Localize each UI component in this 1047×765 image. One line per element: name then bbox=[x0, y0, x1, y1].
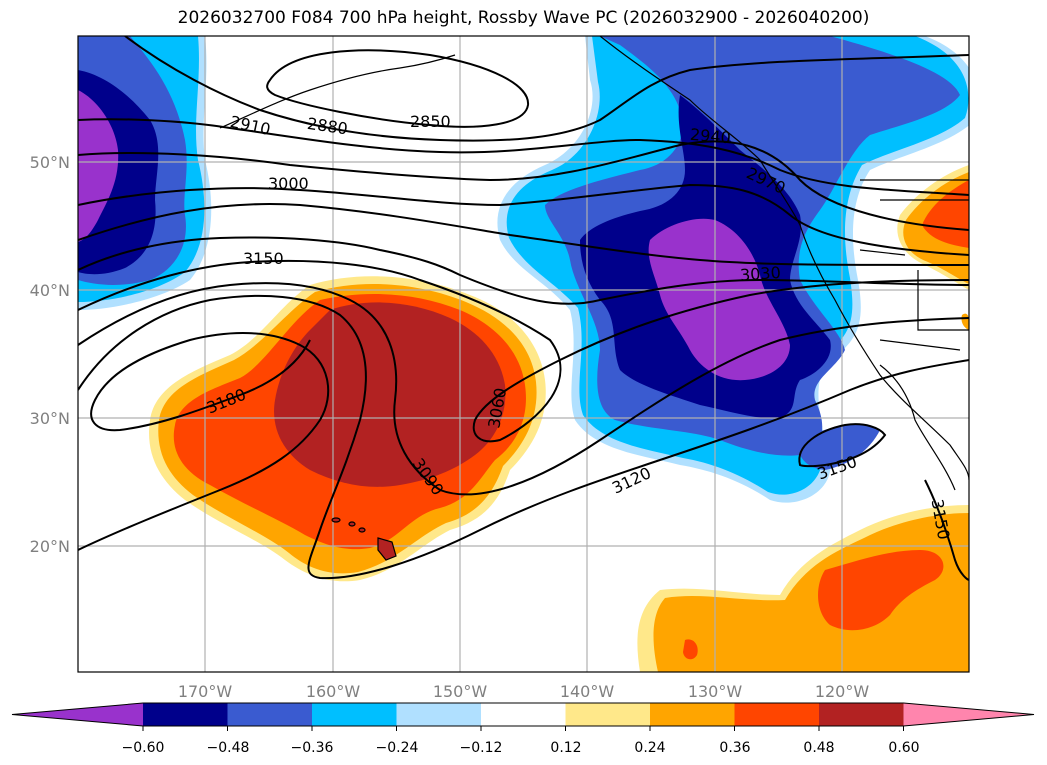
colorbar-tick-label: −0.48 bbox=[207, 740, 250, 756]
contour-label: 2850 bbox=[410, 112, 451, 131]
lon-axis: 170°W 160°W 150°W 140°W 130°W 120°W bbox=[178, 682, 870, 701]
colorbar-segment bbox=[143, 703, 228, 726]
map-frame bbox=[77, 35, 970, 673]
lon-tick-label: 170°W bbox=[178, 682, 233, 701]
lon-tick-label: 150°W bbox=[433, 682, 488, 701]
positive-anomaly-central bbox=[149, 276, 546, 582]
lon-tick-label: 120°W bbox=[815, 682, 870, 701]
height-contours bbox=[78, 36, 969, 581]
contour-2850 bbox=[266, 49, 530, 128]
coastlines bbox=[219, 36, 969, 491]
contour-3150-southeast bbox=[924, 479, 969, 581]
colorbar-extend-min bbox=[12, 703, 143, 726]
colorbar-segment bbox=[312, 703, 397, 726]
contour-label: 3030 bbox=[739, 263, 781, 285]
lon-tick-label: 140°W bbox=[560, 682, 615, 701]
contour-3090 bbox=[78, 282, 969, 496]
contour-2970 bbox=[78, 183, 969, 256]
lat-tick-label: 50°N bbox=[30, 153, 70, 172]
colorbar-segment bbox=[565, 703, 651, 726]
contour-3060 bbox=[78, 259, 969, 443]
contour-3030 bbox=[78, 236, 969, 305]
colorbar-tick-label: 0.12 bbox=[550, 740, 581, 756]
lat-tick-label: 30°N bbox=[30, 409, 70, 428]
colorbar-tick-label: 0.36 bbox=[719, 740, 750, 756]
colorbar-segment bbox=[734, 703, 820, 726]
map-title: 2026032700 F084 700 hPa height, Rossby W… bbox=[177, 8, 870, 28]
colorbar-tick-label: −0.24 bbox=[376, 740, 419, 756]
colorbar-tick-label: −0.60 bbox=[122, 740, 165, 756]
contour-2880 bbox=[124, 36, 969, 142]
contour-2940 bbox=[78, 140, 969, 231]
lat-tick-label: 40°N bbox=[30, 281, 70, 300]
negative-anomaly-west bbox=[78, 36, 212, 310]
hawaii-islands bbox=[331, 517, 397, 561]
colorbar-tick-label: 0.24 bbox=[634, 740, 665, 756]
colorbar-segment bbox=[396, 703, 482, 726]
colorbar-tick-label: 0.48 bbox=[803, 740, 834, 756]
colorbar-extend-max bbox=[903, 703, 1034, 726]
plot-area: 2850 2880 2910 2940 2970 3000 3030 3060 … bbox=[78, 36, 969, 672]
colorbar-tick-label: −0.12 bbox=[460, 740, 503, 756]
lat-tick-label: 20°N bbox=[30, 537, 70, 556]
contour-3000 bbox=[78, 203, 969, 266]
contour-3150 bbox=[78, 332, 330, 551]
colorbar-segment bbox=[227, 703, 313, 726]
lon-tick-label: 160°W bbox=[306, 682, 361, 701]
colorbar-ticks: −0.60 −0.48 −0.36 −0.24 −0.12 0.12 0.24 … bbox=[122, 740, 920, 756]
gridlines bbox=[78, 36, 969, 672]
positive-anomaly-southeast bbox=[637, 505, 969, 672]
colorbar bbox=[11, 702, 1035, 731]
lon-tick-label: 130°W bbox=[688, 682, 743, 701]
colorbar-segment bbox=[481, 703, 566, 726]
contour-label: 3000 bbox=[268, 174, 309, 193]
colorbar-tick-label: −0.36 bbox=[291, 740, 334, 756]
colorbar-segment bbox=[819, 703, 904, 726]
colorbar-tick-label: 0.60 bbox=[888, 740, 919, 756]
contour-label: 2940 bbox=[689, 125, 731, 147]
contour-labels: 2850 2880 2910 2940 2970 3000 3030 3060 … bbox=[204, 112, 954, 541]
contour-3120 bbox=[78, 294, 969, 580]
colorbar-segment bbox=[650, 703, 735, 726]
lat-axis: 50°N 40°N 30°N 20°N bbox=[30, 153, 70, 556]
contour-3150-east bbox=[798, 423, 887, 468]
positive-anomaly-northeast bbox=[897, 165, 969, 330]
contour-label: 3150 bbox=[243, 249, 284, 268]
contour-2910 bbox=[78, 118, 969, 196]
